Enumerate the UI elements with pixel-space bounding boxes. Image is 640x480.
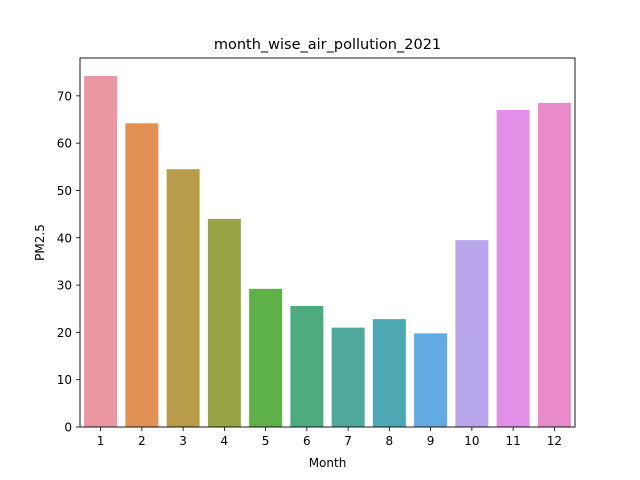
- chart-title: month_wise_air_pollution_2021: [214, 37, 441, 53]
- x-tick-label: 6: [303, 434, 311, 448]
- bar-month-4: [207, 218, 241, 427]
- x-tick-label: 1: [97, 434, 105, 448]
- bar-month-3: [166, 169, 200, 427]
- x-tick-label: 4: [221, 434, 229, 448]
- y-tick-label: 30: [57, 279, 72, 293]
- bar-month-5: [249, 288, 283, 427]
- y-tick-label: 20: [57, 326, 72, 340]
- y-tick-label: 60: [57, 137, 72, 151]
- y-tick-label: 0: [64, 421, 72, 435]
- bar-month-9: [414, 333, 448, 427]
- x-tick-label: 9: [427, 434, 435, 448]
- bar-month-2: [125, 123, 159, 428]
- x-tick-label: 7: [344, 434, 352, 448]
- bar-month-12: [537, 102, 571, 427]
- x-tick-label: 11: [505, 434, 520, 448]
- bar-month-10: [455, 240, 489, 427]
- y-tick-label: 50: [57, 184, 72, 198]
- bar-month-7: [331, 327, 365, 427]
- x-tick-label: 2: [138, 434, 146, 448]
- x-tick-label: 10: [464, 434, 479, 448]
- y-tick-label: 40: [57, 231, 72, 245]
- y-tick-label: 10: [57, 373, 72, 387]
- bar-month-6: [290, 305, 324, 427]
- y-axis: 0 10 20 30 40 50 60 70: [57, 89, 80, 435]
- bar-month-1: [84, 75, 118, 427]
- bar-month-11: [496, 110, 530, 428]
- x-tick-label: 12: [547, 434, 562, 448]
- x-tick-label: 8: [386, 434, 394, 448]
- plot-frame: [79, 57, 576, 428]
- bars-group: [84, 75, 571, 428]
- y-tick-label: 70: [57, 89, 72, 103]
- x-axis-label: Month: [309, 456, 347, 470]
- x-tick-label: 5: [262, 434, 270, 448]
- x-tick-label: 3: [179, 434, 187, 448]
- y-axis-label: PM2.5: [33, 224, 47, 261]
- bar-month-8: [372, 319, 406, 427]
- x-axis: 1 2 3 4 5 6 7 8 9 10 11 12: [97, 427, 562, 448]
